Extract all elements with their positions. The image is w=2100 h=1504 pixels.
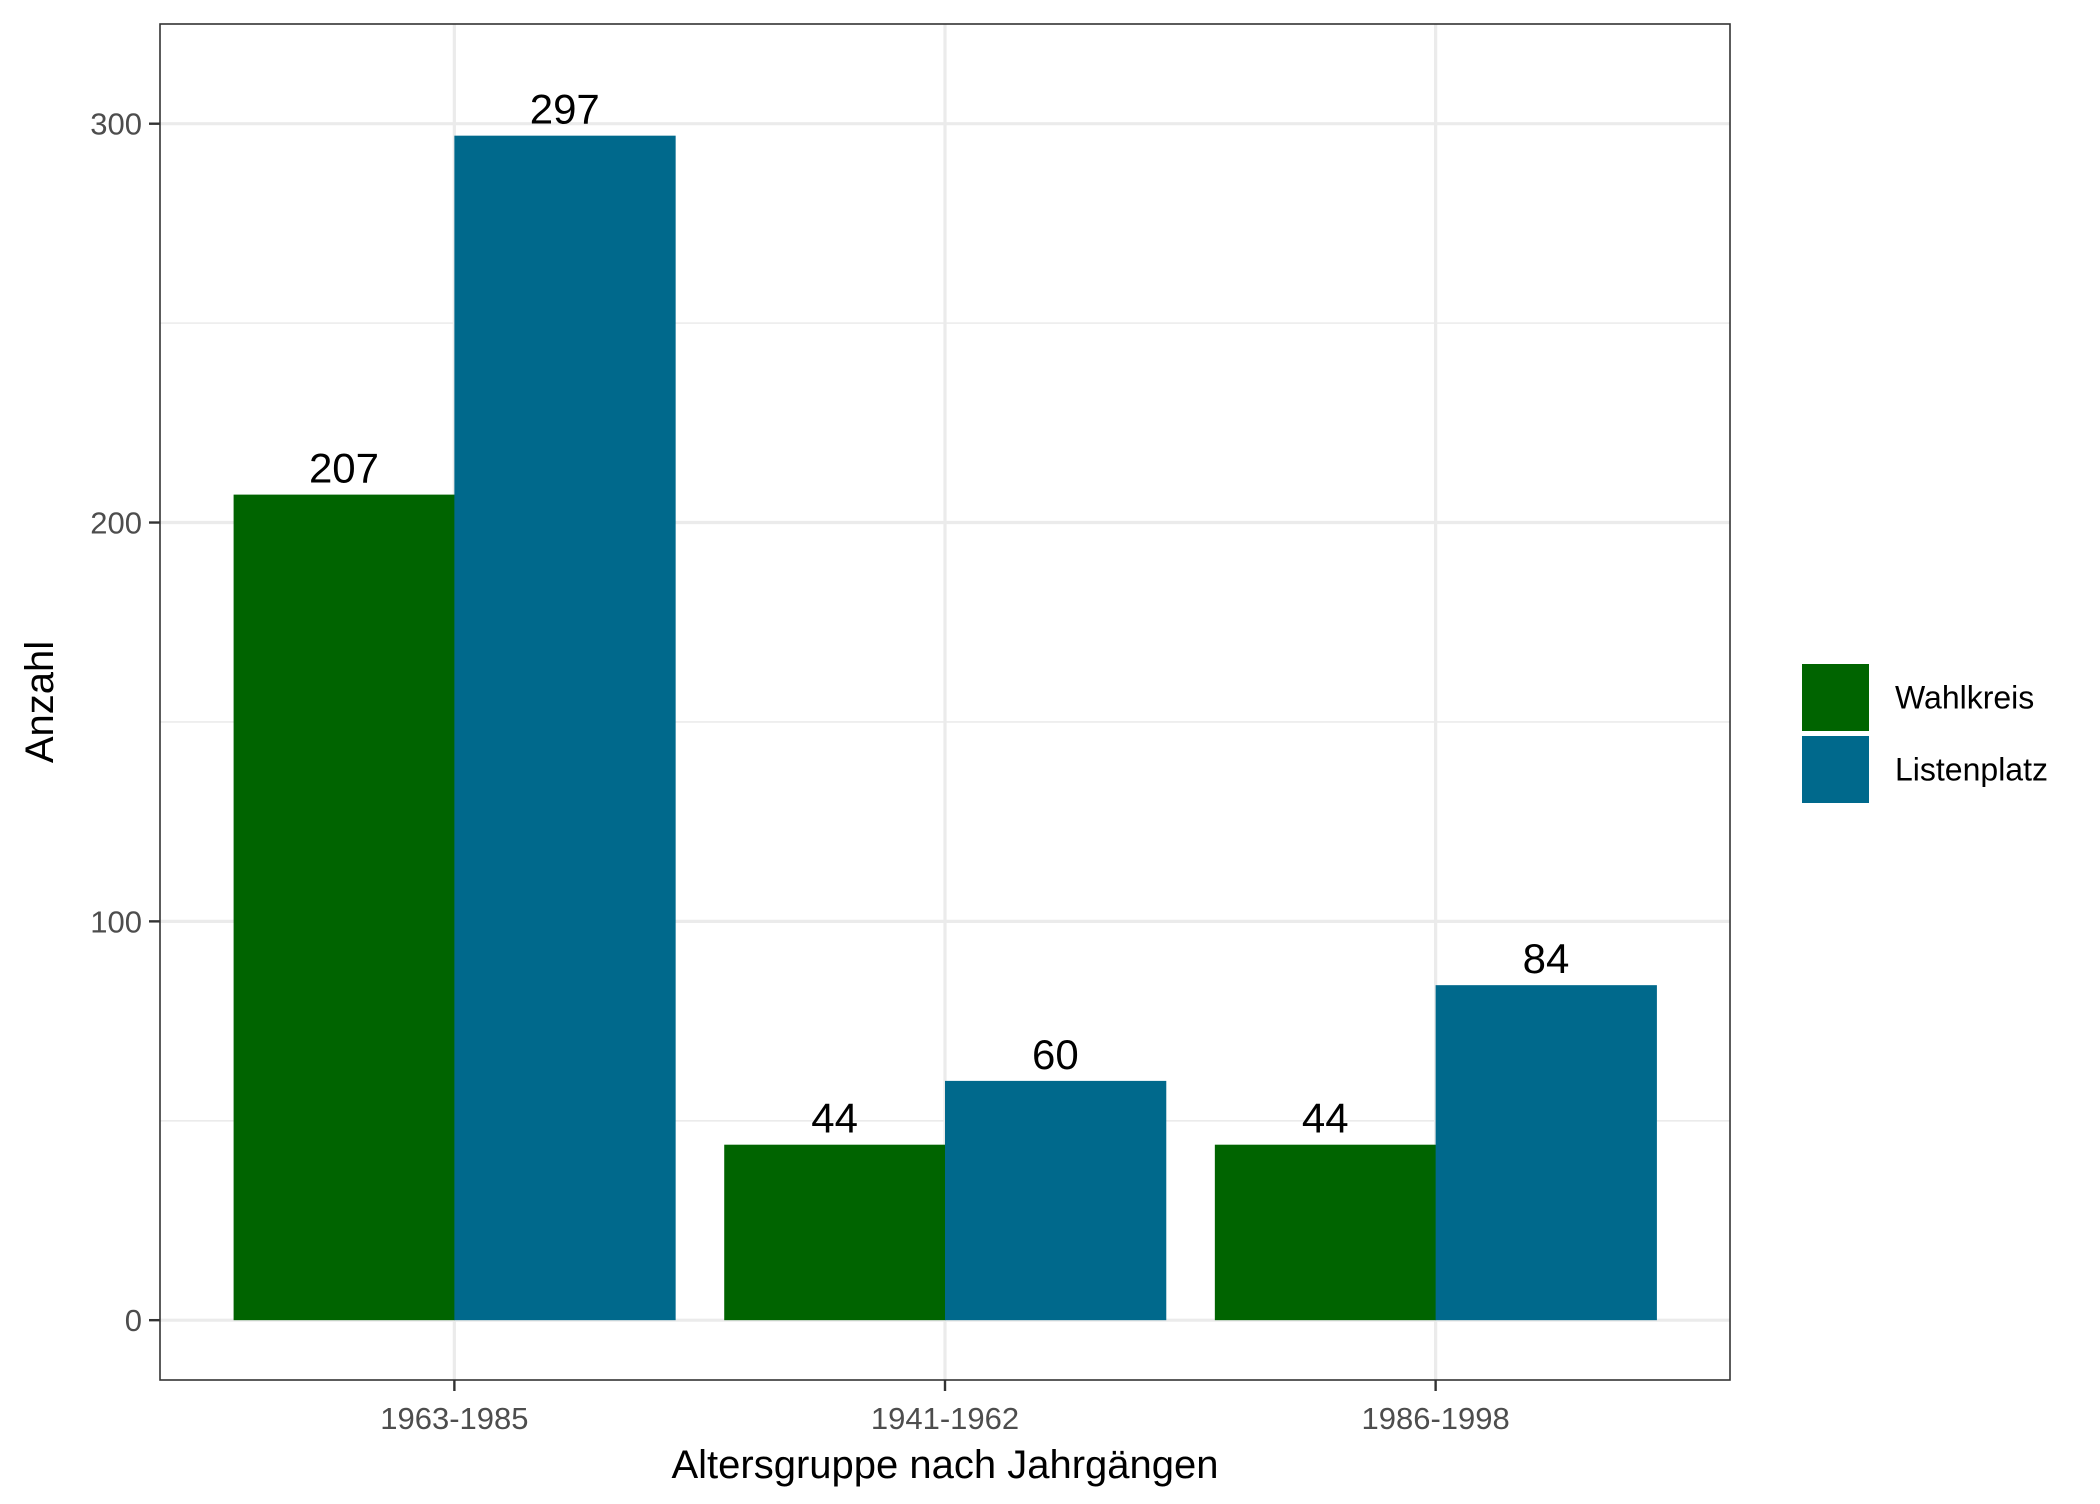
bar-layer [233, 135, 1657, 1321]
x-tick-label: 1963-1985 [380, 1401, 528, 1436]
data-label: 84 [1523, 935, 1570, 982]
data-label: 44 [1302, 1095, 1349, 1142]
legend: Wahlkreis Listenplatz [1802, 664, 2048, 803]
bar-listenplatz-1941-1962 [945, 1080, 1167, 1321]
bar-wahlkreis-1941-1962 [724, 1144, 946, 1321]
x-tick-label: 1941-1962 [871, 1401, 1019, 1436]
bar-wahlkreis-1986-1998 [1214, 1144, 1437, 1321]
legend-key-wahlkreis [1802, 664, 1869, 731]
bar-wahlkreis-1963-1985 [233, 494, 455, 1321]
data-label: 60 [1032, 1031, 1079, 1078]
x-axis-title: Altersgruppe nach Jahrgängen [671, 1443, 1218, 1487]
legend-label-wahlkreis: Wahlkreis [1895, 680, 2034, 716]
data-label: 207 [309, 445, 379, 492]
bar-listenplatz-1986-1998 [1435, 985, 1657, 1321]
y-tick-label: 100 [90, 904, 142, 939]
y-tick-label: 200 [90, 506, 142, 541]
y-axis-title: Anzahl [18, 641, 62, 763]
y-tick-label: 300 [90, 107, 142, 142]
data-label: 44 [811, 1095, 858, 1142]
axis-layer: 0 100 200 300 1963-1985 1941-1962 1986-1998 [90, 107, 1509, 1436]
y-tick-label: 0 [125, 1303, 142, 1338]
bar-listenplatz-1963-1985 [454, 135, 676, 1321]
data-label: 297 [530, 86, 600, 133]
legend-label-listenplatz: Listenplatz [1895, 752, 2048, 788]
legend-key-listenplatz [1802, 736, 1869, 803]
x-tick-label: 1986-1998 [1362, 1401, 1510, 1436]
data-label-layer: 207 44 44 297 60 84 [309, 86, 1569, 1142]
